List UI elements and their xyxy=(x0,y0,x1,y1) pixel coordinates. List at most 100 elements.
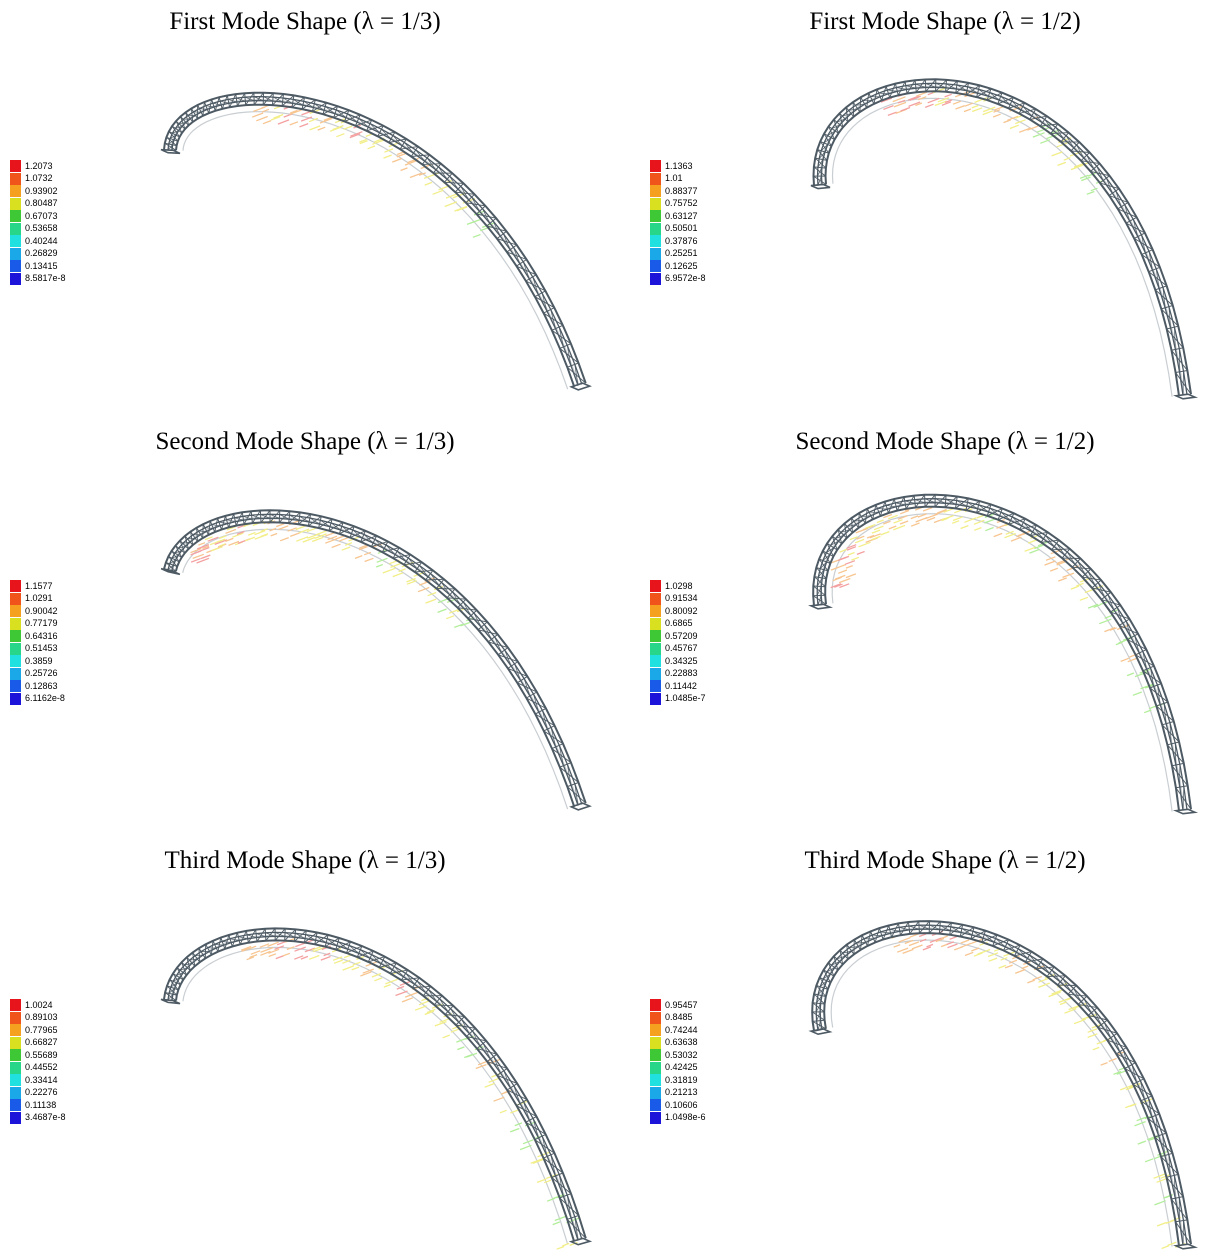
legend-entry: 0.21213 xyxy=(650,1086,698,1099)
legend-swatch xyxy=(650,247,661,260)
legend-entry: 0.50501 xyxy=(650,222,698,235)
legend-entry: 0.57209 xyxy=(650,630,698,642)
legend-entry: 0.26829 xyxy=(10,247,58,260)
legend-label: 0.93902 xyxy=(25,185,58,196)
legend-label: 0.12863 xyxy=(25,680,58,691)
legend-label: 0.88377 xyxy=(665,185,698,196)
legend-swatch xyxy=(10,1049,21,1061)
panel-first-mode-third: First Mode Shape (λ = 1/3) 1.2073 1.0732 0… xyxy=(0,0,610,420)
legend-entry: 0.6865 xyxy=(650,617,693,630)
support-end xyxy=(808,1027,833,1036)
legend-entry: 0.45767 xyxy=(650,642,698,655)
truss-members xyxy=(808,920,1198,1250)
color-legend: 1.1363 1.01 0.88377 0.75752 0.63127 0.50501 0.… xyxy=(650,160,770,285)
legend-label: 0.67073 xyxy=(25,210,58,221)
support-end xyxy=(569,802,592,811)
legend-entry: 0.31819 xyxy=(650,1074,698,1086)
legend-swatch xyxy=(10,160,21,172)
legend-swatch xyxy=(10,1011,21,1024)
legend-label: 0.90042 xyxy=(25,605,58,616)
legend-entry: 0.13415 xyxy=(10,260,58,272)
legend-label: 1.0024 xyxy=(25,999,53,1010)
legend-entry: 1.2073 xyxy=(10,160,53,172)
truss-members xyxy=(810,78,1198,400)
color-legend: 1.2073 1.0732 0.93902 0.80487 0.67073 0.53658… xyxy=(10,160,130,285)
legend-label: 0.63638 xyxy=(665,1037,698,1047)
legend-swatch xyxy=(10,197,21,210)
legend-entry: 0.77179 xyxy=(10,617,58,630)
legend-swatch xyxy=(10,1036,21,1049)
legend-label: 0.31819 xyxy=(665,1074,698,1085)
legend-label: 1.1363 xyxy=(665,160,693,171)
legend-swatch xyxy=(10,692,21,705)
support-end xyxy=(1173,1243,1198,1250)
legend-label: 1.0298 xyxy=(665,580,693,591)
legend-label: 1.0732 xyxy=(25,173,53,183)
legend-label: 0.3859 xyxy=(25,655,53,666)
truss-arch-diagram xyxy=(808,493,1199,815)
legend-swatch xyxy=(10,999,21,1011)
legend-entry: 0.63127 xyxy=(650,210,698,222)
legend-label: 0.21213 xyxy=(665,1087,698,1097)
legend-swatch xyxy=(10,185,21,197)
legend-entry: 0.25251 xyxy=(650,247,698,260)
legend-swatch xyxy=(10,1111,21,1124)
truss-members xyxy=(808,493,1199,815)
legend-label: 0.10606 xyxy=(665,1099,698,1110)
legend-swatch xyxy=(10,592,21,605)
truss-arch-diagram xyxy=(160,927,593,1250)
legend-swatch xyxy=(650,260,661,272)
legend-swatch xyxy=(10,1099,21,1111)
truss-arch-diagram xyxy=(160,509,592,811)
support-end xyxy=(568,1237,593,1246)
panel-second-mode-third: Second Mode Shape (λ = 1/3) 1.1577 1.0291… xyxy=(0,420,610,840)
legend-entry: 1.01 xyxy=(650,172,683,185)
color-legend: 1.1577 1.0291 0.90042 0.77179 0.64316 0.51453… xyxy=(10,580,130,705)
legend-swatch xyxy=(650,617,661,630)
legend-swatch xyxy=(10,1061,21,1074)
support-end xyxy=(808,603,833,610)
legend-label: 0.75752 xyxy=(665,198,698,208)
legend-entry: 1.0291 xyxy=(10,592,53,605)
displacement-arrows xyxy=(830,505,1166,714)
panel-third-mode-third: Third Mode Shape (λ = 1/3) 1.0024 0.89103… xyxy=(0,839,610,1259)
legend-swatch xyxy=(650,197,661,210)
truss-arch-diagram xyxy=(160,91,592,391)
legend-swatch xyxy=(10,210,21,222)
legend-entry: 1.0498e-6 xyxy=(650,1111,706,1124)
panel-title: First Mode Shape (λ = 1/3) xyxy=(169,8,441,35)
legend-entry: 0.3859 xyxy=(10,655,53,667)
legend-swatch xyxy=(650,655,661,667)
legend-swatch xyxy=(10,655,21,667)
legend-swatch xyxy=(650,235,661,247)
legend-swatch xyxy=(650,680,661,692)
support-end xyxy=(160,998,181,1005)
legend-swatch xyxy=(650,642,661,655)
legend-entry: 0.75752 xyxy=(650,197,698,210)
support-end xyxy=(1173,393,1198,400)
legend-swatch xyxy=(650,605,661,617)
legend-swatch xyxy=(650,1049,661,1061)
legend-swatch xyxy=(650,692,661,705)
legend-label: 1.0485e-7 xyxy=(665,693,706,703)
legend-swatch xyxy=(650,667,661,680)
legend-swatch xyxy=(10,617,21,630)
support-end xyxy=(160,148,181,155)
legend-entry: 0.11442 xyxy=(650,680,697,692)
legend-entry: 0.25726 xyxy=(10,667,58,680)
legend-label: 0.12625 xyxy=(665,260,698,271)
legend-swatch xyxy=(10,260,21,272)
legend-label: 0.53032 xyxy=(665,1049,698,1060)
legend-label: 1.2073 xyxy=(25,160,53,171)
legend-swatch xyxy=(650,1099,661,1111)
legend-entry: 0.55689 xyxy=(10,1049,58,1061)
legend-swatch xyxy=(10,172,21,185)
legend-swatch xyxy=(10,272,21,285)
legend-label: 0.40244 xyxy=(25,235,58,246)
legend-entry: 0.66827 xyxy=(10,1036,58,1049)
legend-label: 0.91534 xyxy=(665,593,698,603)
legend-swatch xyxy=(10,247,21,260)
legend-label: 0.44552 xyxy=(25,1062,58,1072)
legend-label: 0.22276 xyxy=(25,1087,58,1097)
legend-label: 0.8485 xyxy=(665,1012,693,1022)
